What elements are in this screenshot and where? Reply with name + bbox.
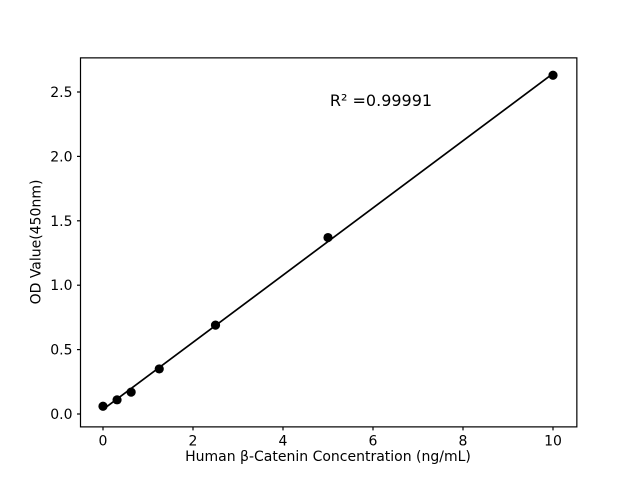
data-point <box>323 232 333 243</box>
y-axis-label: OD Value(450nm) <box>28 179 45 305</box>
data-point <box>154 364 164 374</box>
r-squared-annotation: R² =0.99991 <box>329 91 433 110</box>
plot-border <box>79 57 578 428</box>
x-tick-label: 0 <box>99 433 108 449</box>
data-point <box>98 401 108 411</box>
x-tick-label: 4 <box>279 433 288 449</box>
y-tick-label: 0.0 <box>50 407 72 423</box>
y-tick-label: 2.0 <box>50 149 72 165</box>
x-axis-label: Human β-Catenin Concentration (ng/mL) <box>185 449 471 465</box>
y-tick-label: 1.0 <box>50 278 72 294</box>
data-point <box>210 320 221 330</box>
x-tick-label: 6 <box>369 433 378 449</box>
x-tick-label: 10 <box>544 433 562 449</box>
x-tick-label: 8 <box>459 433 468 449</box>
data-point <box>548 70 558 80</box>
y-tick-label: 1.5 <box>50 214 72 230</box>
data-point <box>112 395 122 405</box>
data-point <box>126 387 136 397</box>
y-tick-label: 0.5 <box>50 343 72 359</box>
y-tick-label: 2.5 <box>50 85 72 101</box>
x-tick-label: 2 <box>189 433 198 449</box>
